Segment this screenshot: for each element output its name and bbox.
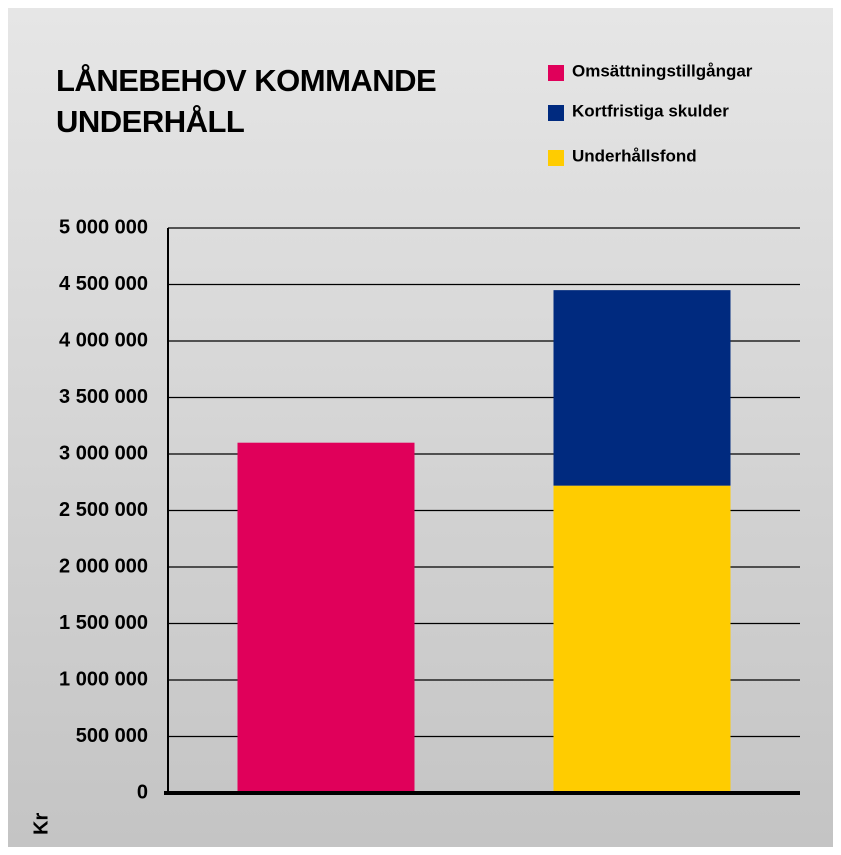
- chart-title: LÅNEBEHOV KOMMANDE: [56, 63, 436, 98]
- y-tick-label: 1 500 000: [59, 612, 148, 634]
- bar-segment: [553, 485, 731, 793]
- legend-label: Underhållsfond: [572, 146, 697, 165]
- y-axis-label: Kr: [30, 813, 52, 835]
- y-tick-label: 4 500 000: [59, 273, 148, 295]
- y-tick-label: 0: [137, 781, 148, 803]
- bar-segment: [237, 442, 415, 793]
- legend-label: Omsättningstillgångar: [572, 61, 753, 80]
- y-tick-label: 1 000 000: [59, 668, 148, 690]
- y-tick-label: 2 000 000: [59, 555, 148, 577]
- y-tick-label: 2 500 000: [59, 499, 148, 521]
- y-tick-label: 3 000 000: [59, 442, 148, 464]
- chart-title: UNDERHÅLL: [56, 104, 244, 139]
- y-tick-label: 500 000: [76, 725, 148, 747]
- legend-swatch: [548, 65, 564, 81]
- y-tick-label: 4 000 000: [59, 329, 148, 351]
- legend-label: Kortfristiga skulder: [572, 101, 729, 120]
- y-tick-label: 3 500 000: [59, 386, 148, 408]
- y-tick-label: 5 000 000: [59, 216, 148, 238]
- legend-swatch: [548, 105, 564, 121]
- bar-segment: [553, 290, 731, 486]
- legend-swatch: [548, 150, 564, 166]
